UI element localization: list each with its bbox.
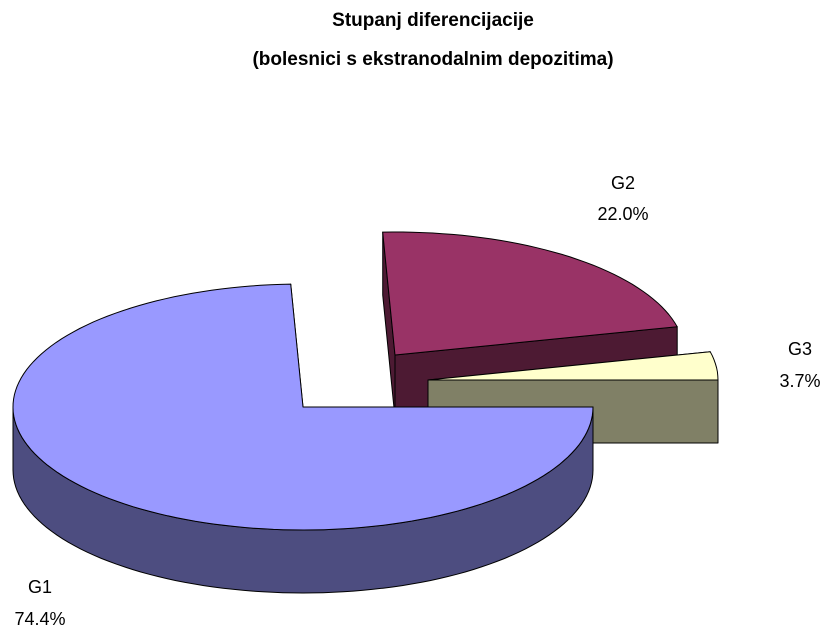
slice-category-label: G3 (788, 339, 812, 359)
slice-top (12, 283, 594, 531)
slice-value-label: 3.7% (779, 371, 820, 391)
slice-value-label: 74.4% (14, 609, 65, 629)
slice-value-label: 22.0% (597, 204, 648, 224)
slice (12, 283, 594, 594)
slice-top (427, 351, 719, 381)
chart-subtitle: (bolesnici s ekstranodalnim depozitima) (252, 49, 613, 70)
slice-top (382, 231, 678, 356)
slice-category-label: G1 (28, 577, 52, 597)
slice-category-label: G2 (611, 173, 635, 193)
chart-title: Stupanj diferencijacije (332, 10, 534, 31)
